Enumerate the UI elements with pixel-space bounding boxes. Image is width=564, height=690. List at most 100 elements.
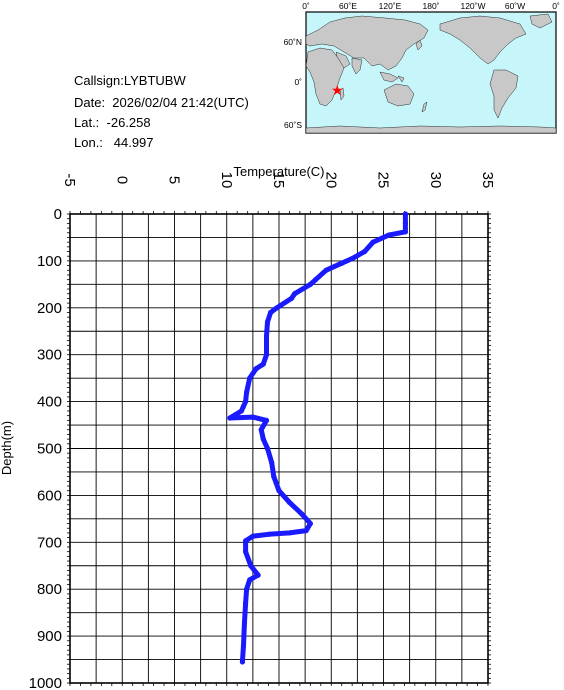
longitude-text: Lon.: 44.997 [74, 135, 154, 150]
y-tick-label: 900 [37, 628, 62, 645]
profile-point [299, 511, 305, 517]
callsign-text: Callsign:LYBTUBW [74, 73, 186, 88]
y-tick-label: 300 [37, 347, 62, 364]
y-tick-label: 800 [37, 581, 62, 598]
profile-point [240, 642, 247, 649]
map-lon-label: 60˚W [505, 1, 525, 11]
profile-point [242, 549, 249, 555]
x-tick-label: 25 [375, 172, 392, 189]
grid-lines [69, 213, 489, 684]
x-tick-label: 0 [113, 176, 130, 184]
profile-point [244, 586, 250, 592]
map-lon-label: 120˚E [379, 1, 402, 11]
y-tick-label: 0 [54, 206, 62, 223]
map-antarctica [305, 125, 557, 134]
map-lon-label: 0˚ [552, 1, 560, 11]
x-tick-label: -5 [61, 173, 78, 186]
profile-point [386, 232, 392, 238]
map-longitude-labels: 0˚ 60˚E 120˚E 180˚ 120˚W 60˚W 0˚ [302, 1, 560, 11]
y-tick-label: 700 [37, 534, 62, 551]
profile-point [240, 403, 247, 409]
profile-point [339, 260, 345, 266]
x-tick-labels: -5 0 5 10 15 20 25 30 35 [61, 172, 496, 189]
map-australia [383, 83, 415, 107]
profile-point [253, 366, 259, 372]
x-axis-label: Temperature(C) [233, 164, 324, 179]
map-lat-label: 60˚S [284, 120, 302, 130]
x-tick-label: 15 [270, 172, 287, 189]
map-madagascar [339, 87, 345, 101]
profile-point [250, 533, 256, 539]
profile-point [242, 399, 249, 405]
y-tick-label: 500 [37, 441, 62, 458]
profile-point [263, 352, 270, 358]
profile-point [250, 414, 256, 420]
world-map: ★ 0˚ 60˚E 120˚E 180˚ 120˚W 60˚W 0˚ 60˚N … [284, 1, 560, 134]
map-lon-label: 180˚ [422, 1, 439, 11]
y-tick-label: 100 [37, 253, 62, 270]
map-lat-label: 60˚N [284, 37, 302, 47]
profile-point [312, 277, 319, 283]
profile-point [268, 309, 274, 316]
profile-point [255, 572, 261, 578]
profile-point [265, 531, 272, 537]
profile-point [349, 255, 355, 262]
profile-point [362, 248, 368, 255]
profile-point [227, 415, 233, 421]
profile-point [260, 361, 266, 367]
profile-point [239, 659, 246, 665]
y-tick-labels: 0 100 200 300 400 500 600 700 800 900 1000 [29, 206, 62, 690]
map-new-zealand [421, 101, 428, 113]
profile-point [286, 499, 293, 506]
map-se-asia [379, 71, 405, 83]
profile-point [269, 459, 275, 466]
profile-point [263, 417, 270, 423]
latitude-text: Lat.: -26.258 [74, 115, 151, 130]
map-lon-label: 60˚E [339, 1, 357, 11]
profile-point [286, 530, 293, 536]
profile-point [307, 520, 313, 527]
y-tick-label: 400 [37, 394, 62, 411]
profile-point [323, 267, 329, 273]
profile-point [258, 427, 264, 433]
profile-point [242, 538, 249, 544]
map-lon-label: 0˚ [302, 1, 310, 11]
map-japan [415, 39, 423, 51]
profile-point [260, 436, 266, 442]
map-land [305, 13, 557, 134]
profile-point [247, 375, 253, 381]
x-tick-label: 20 [322, 172, 339, 189]
profile-point [264, 445, 271, 452]
profile-point [307, 281, 313, 287]
plot-frame [69, 213, 489, 684]
profile-point [402, 211, 409, 217]
profile-point [244, 389, 250, 395]
map-south-america [489, 69, 519, 119]
map-africa [305, 47, 345, 107]
temperature-profile-series [227, 211, 409, 665]
y-tick-label: 1000 [29, 675, 62, 690]
map-greenland [529, 13, 553, 29]
y-axis-label: Depth(m) [0, 421, 14, 475]
date-text: Date: 2026/02/04 21:42(UTC) [74, 95, 249, 110]
profile-point [292, 291, 298, 297]
profile-point [248, 563, 254, 569]
map-latitude-labels: 60˚N 0˚ 60˚S [284, 37, 303, 130]
profile-point [271, 474, 277, 480]
profile-point [241, 619, 248, 625]
profile-point [402, 220, 409, 226]
profile-point [263, 333, 270, 339]
y-tick-label: 200 [37, 300, 62, 317]
x-tick-label: 35 [479, 172, 496, 189]
map-lon-label: 120˚W [460, 1, 485, 11]
profile-point [402, 229, 409, 235]
y-tick-label: 600 [37, 487, 62, 504]
temperature-depth-chart: -5 0 5 10 15 20 25 30 35 0 100 200 300 400 500 600 700 8… [0, 164, 496, 690]
profile-point [242, 600, 249, 606]
profile-point [276, 488, 282, 494]
profile-point [274, 305, 280, 311]
profile-point [370, 239, 376, 245]
profile-point [288, 295, 295, 302]
x-tick-label: 10 [218, 172, 235, 189]
